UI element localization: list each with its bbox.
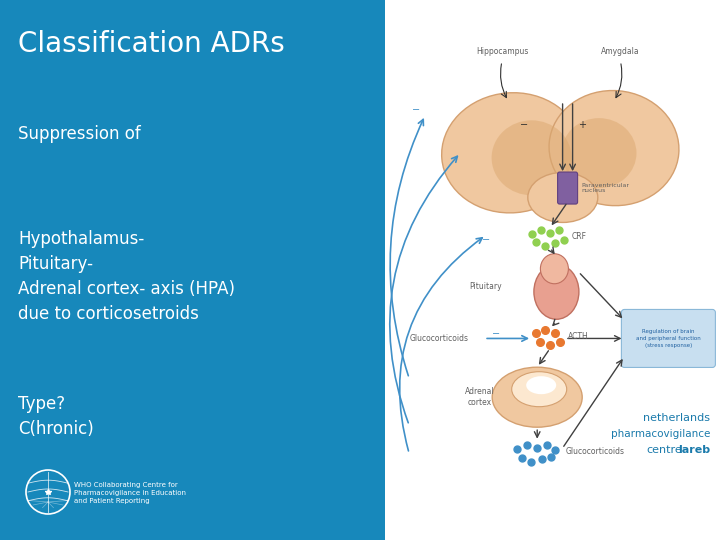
Text: Glucocorticoids: Glucocorticoids [409, 334, 468, 343]
FancyBboxPatch shape [621, 309, 716, 367]
Ellipse shape [541, 254, 568, 284]
Text: Hippocampus: Hippocampus [476, 48, 528, 57]
Text: Regulation of brain
and peripheral function
(stress response): Regulation of brain and peripheral funct… [636, 329, 701, 348]
Text: Type?
C(hronic): Type? C(hronic) [18, 395, 94, 438]
Text: Glucocorticoids: Glucocorticoids [565, 447, 624, 456]
Text: Suppression of: Suppression of [18, 125, 140, 143]
Text: WHO Collaborating Centre for
Pharmacovigilance in Education
and Patient Reportin: WHO Collaborating Centre for Pharmacovig… [74, 482, 186, 504]
Ellipse shape [441, 93, 582, 213]
Ellipse shape [512, 372, 567, 407]
Ellipse shape [492, 120, 572, 195]
Ellipse shape [492, 367, 582, 427]
Text: Paraventricular
nucleus: Paraventricular nucleus [582, 183, 629, 193]
Ellipse shape [549, 91, 679, 206]
Text: +: + [578, 119, 586, 130]
Text: Adrenal
cortex: Adrenal cortex [465, 388, 495, 407]
Text: Classification ADRs: Classification ADRs [18, 30, 284, 58]
Text: −: − [412, 105, 420, 116]
Text: centre: centre [647, 445, 682, 455]
Text: ACTH: ACTH [568, 332, 589, 341]
Text: CRF: CRF [572, 232, 587, 241]
Text: Amygdala: Amygdala [601, 48, 639, 57]
Text: Pituitary: Pituitary [469, 282, 503, 291]
Ellipse shape [528, 172, 598, 222]
Text: −: − [482, 235, 490, 245]
Text: −: − [492, 329, 500, 339]
Ellipse shape [526, 376, 557, 394]
Text: Hypothalamus-
Pituitary-
Adrenal cortex- axis (HPA): Hypothalamus- Pituitary- Adrenal cortex-… [18, 230, 235, 298]
Text: lareb: lareb [678, 445, 710, 455]
Ellipse shape [534, 264, 579, 319]
Text: netherlands: netherlands [643, 413, 710, 423]
Text: pharmacovigilance: pharmacovigilance [611, 429, 710, 439]
FancyBboxPatch shape [557, 172, 577, 204]
Bar [385, 0, 720, 540]
Circle shape [28, 472, 68, 512]
Text: −: − [521, 119, 528, 130]
Text: due to corticosetroids: due to corticosetroids [18, 305, 199, 323]
Ellipse shape [562, 118, 636, 188]
